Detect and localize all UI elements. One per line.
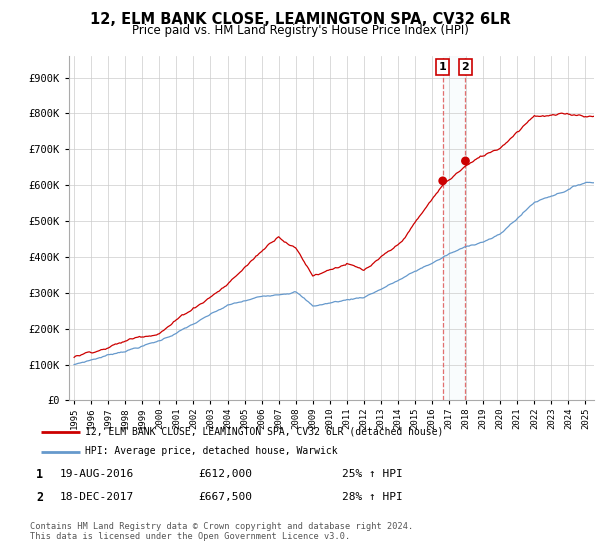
Text: 19-AUG-2016: 19-AUG-2016 [60, 469, 134, 479]
Text: £612,000: £612,000 [198, 469, 252, 479]
Text: 1: 1 [439, 62, 446, 72]
Text: 18-DEC-2017: 18-DEC-2017 [60, 492, 134, 502]
Text: 12, ELM BANK CLOSE, LEAMINGTON SPA, CV32 6LR: 12, ELM BANK CLOSE, LEAMINGTON SPA, CV32… [89, 12, 511, 27]
Bar [443, 56, 466, 400]
Point [438, 176, 448, 185]
Text: 2: 2 [37, 491, 43, 504]
Text: 1: 1 [37, 468, 43, 482]
Text: 25% ↑ HPI: 25% ↑ HPI [342, 469, 403, 479]
Text: Price paid vs. HM Land Registry's House Price Index (HPI): Price paid vs. HM Land Registry's House … [131, 24, 469, 37]
Point [461, 156, 470, 165]
Text: 2: 2 [461, 62, 469, 72]
Text: Contains HM Land Registry data © Crown copyright and database right 2024.
This d: Contains HM Land Registry data © Crown c… [30, 522, 413, 542]
Text: HPI: Average price, detached house, Warwick: HPI: Average price, detached house, Warw… [85, 446, 338, 456]
Text: 12, ELM BANK CLOSE, LEAMINGTON SPA, CV32 6LR (detached house): 12, ELM BANK CLOSE, LEAMINGTON SPA, CV32… [85, 427, 443, 437]
Text: £667,500: £667,500 [198, 492, 252, 502]
Text: 28% ↑ HPI: 28% ↑ HPI [342, 492, 403, 502]
